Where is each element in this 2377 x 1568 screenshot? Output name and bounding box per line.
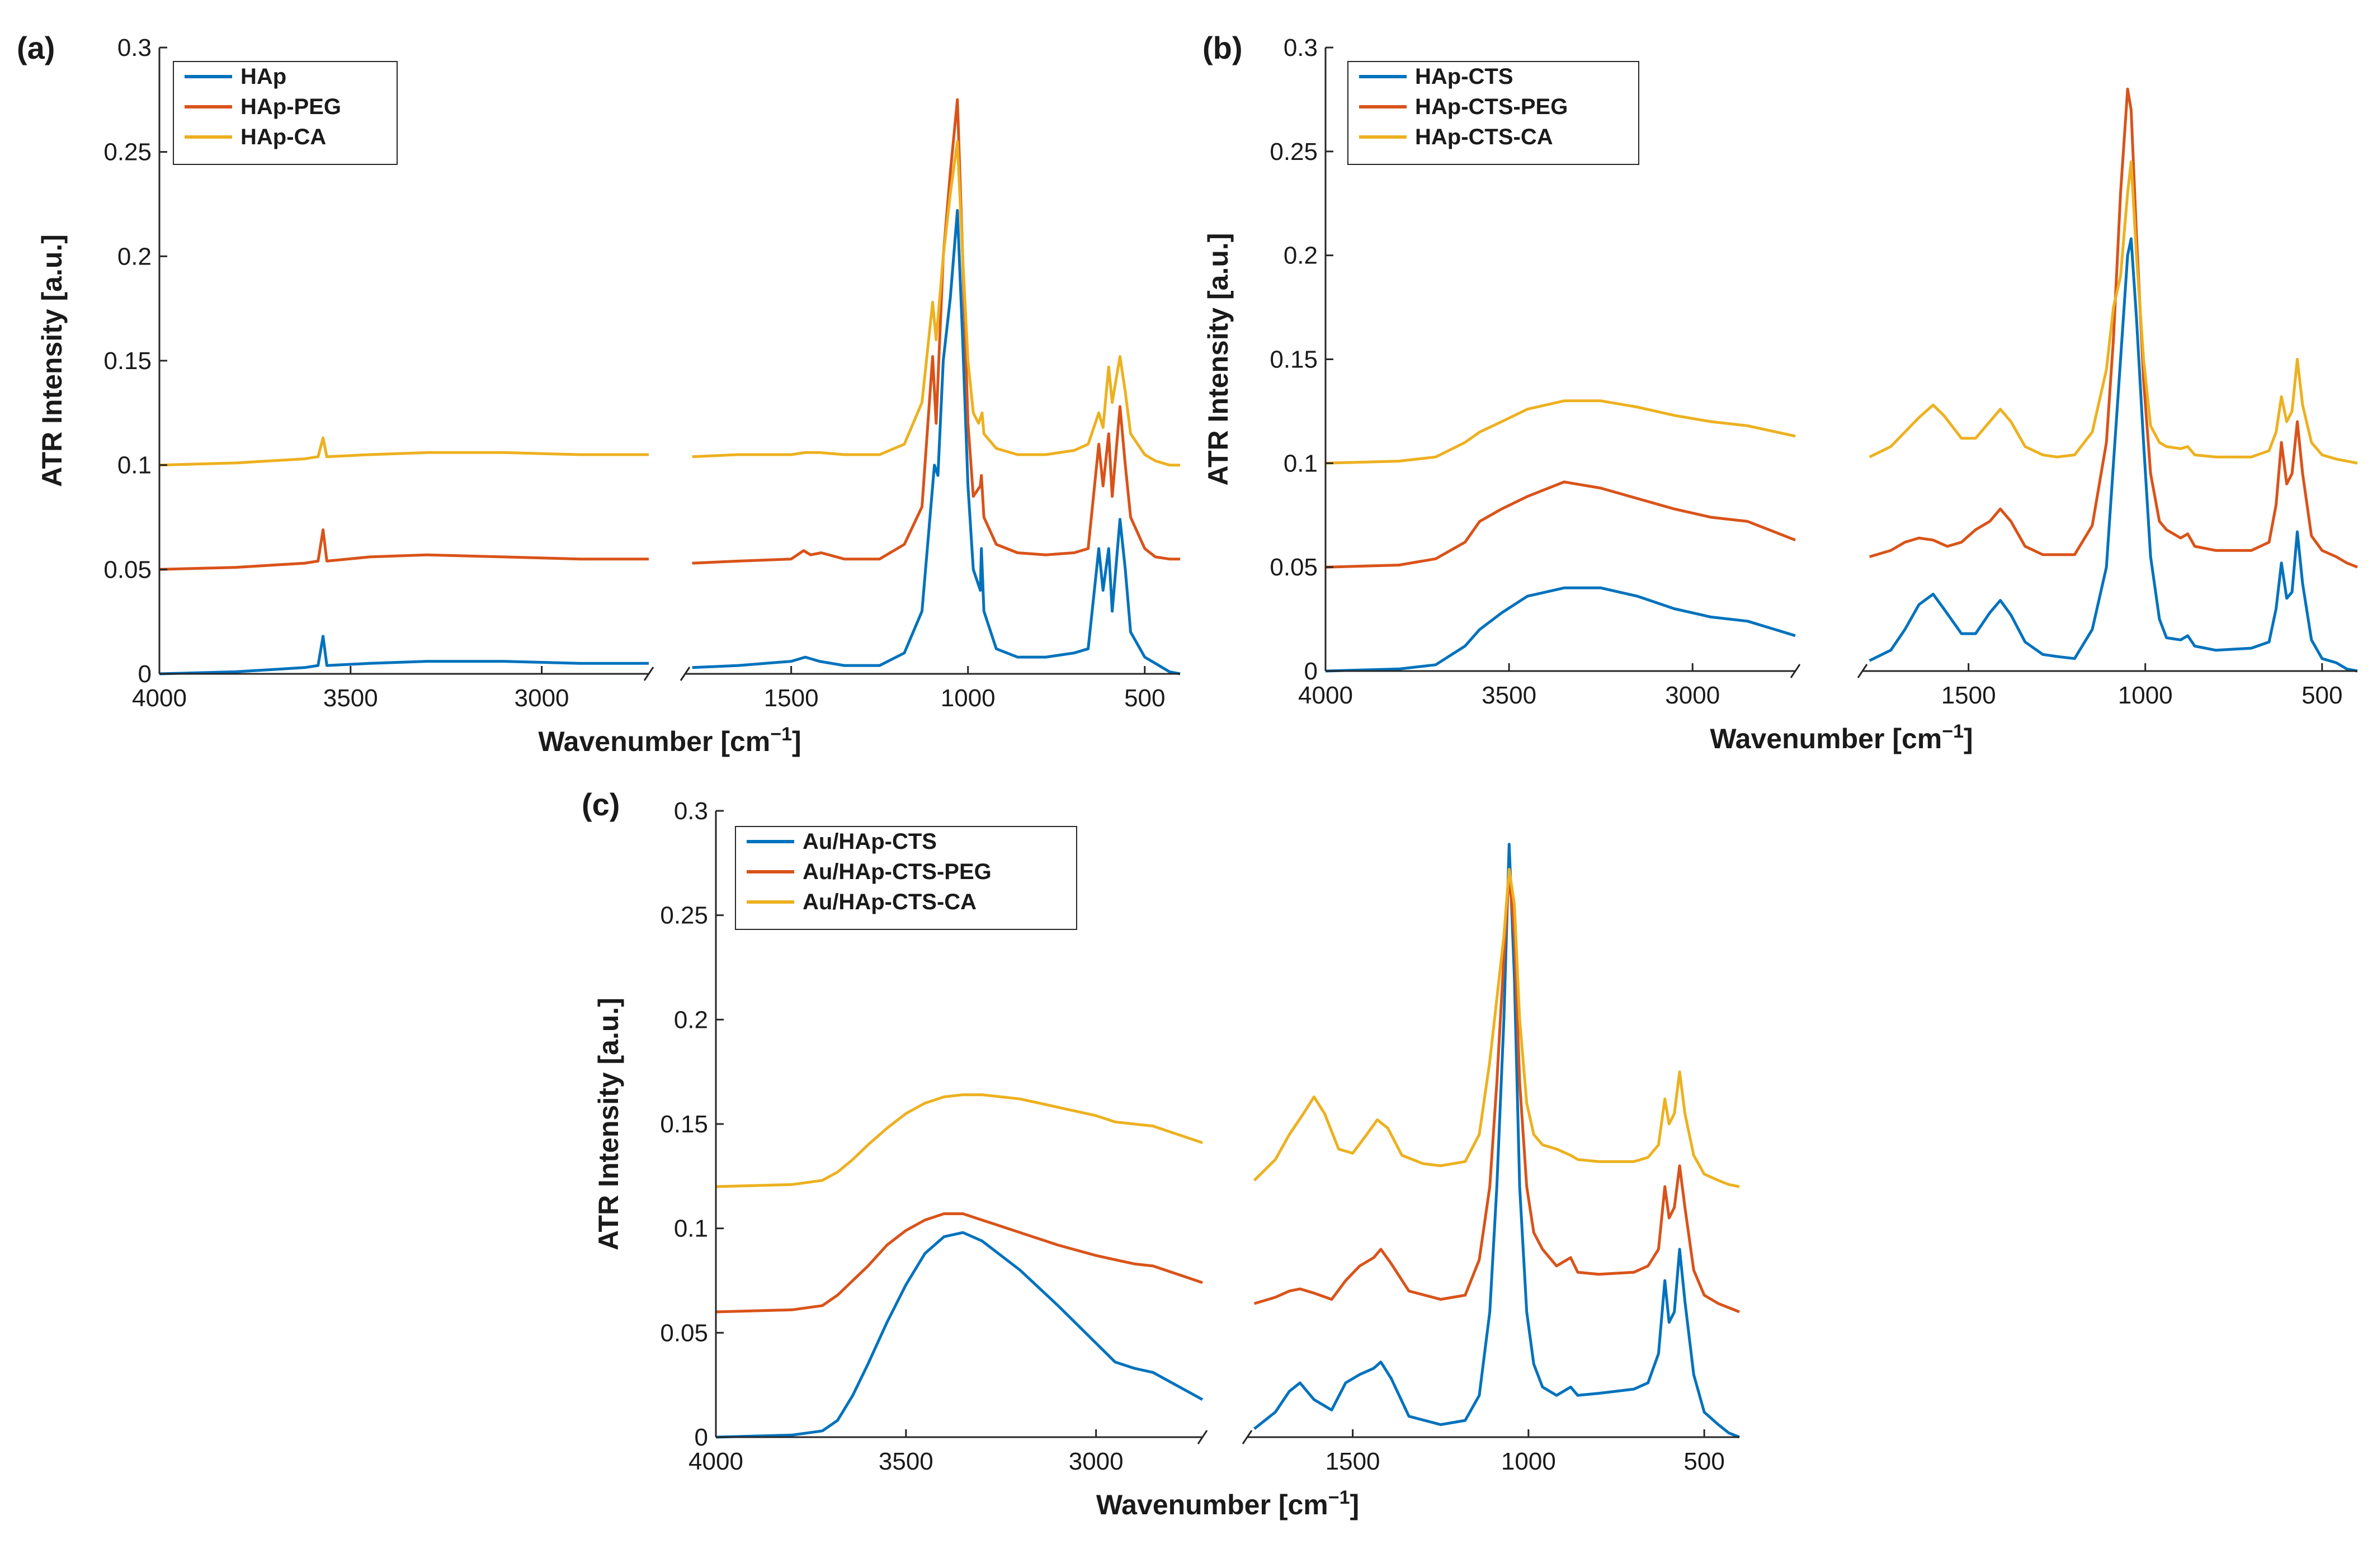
x-tick-label: 4000 — [132, 684, 187, 712]
x-tick-label: 3000 — [1665, 682, 1720, 709]
panel-label: (c) — [582, 787, 620, 822]
y-tick-label: 0.1 — [674, 1215, 708, 1243]
series-line-au-hap-cts-low — [1253, 843, 1740, 1439]
x-axis-title: Wavenumber [cm−1] — [1710, 721, 1973, 754]
x-tick-label: 1000 — [1501, 1448, 1556, 1475]
axis-break-mark — [1242, 1430, 1253, 1444]
x-tick-label: 1500 — [1326, 1448, 1380, 1475]
legend-label: HAp-CTS-CA — [1415, 125, 1553, 149]
series-line-hap-cts-low — [1869, 237, 2358, 673]
legend-label: HAp-CA — [240, 125, 326, 149]
x-tick-label: 1000 — [941, 684, 996, 712]
y-tick-label: 0 — [695, 1424, 708, 1451]
x-axis-title: Wavenumber [cm−1] — [538, 724, 801, 757]
y-tick-label: 0.05 — [1270, 554, 1318, 581]
series-line-au-hap-cts-ca-low — [1253, 868, 1740, 1188]
y-axis-title: ATR Intensity [a.u.] — [36, 234, 68, 487]
panel-c: (c) 0 0.05 0.1 0.15 0.2 0.25 0.3 4000 3500 3000 15… — [582, 787, 1740, 1520]
series-line-hap-high — [159, 635, 649, 676]
legend-box — [735, 826, 1077, 930]
legend-label: HAp — [240, 64, 286, 89]
legend-box — [1347, 61, 1639, 165]
x-axis-title: Wavenumber [cm−1] — [1096, 1487, 1359, 1520]
x-tick-label: 500 — [1683, 1448, 1724, 1475]
y-tick-label: 0.05 — [103, 556, 152, 583]
panel-a: (a) 0 0.05 0.1 0.15 0.2 0.25 0.3 4000 3500 3000 15… — [17, 30, 1181, 757]
series-line-au-hap-cts-peg-high — [715, 1212, 1203, 1314]
axis-break-mark — [680, 667, 691, 681]
x-tick-label: 4000 — [1298, 682, 1353, 709]
panel-label: (a) — [17, 30, 55, 65]
panel-label: (b) — [1202, 30, 1243, 65]
y-axis-title: ATR Intensity [a.u.] — [593, 998, 624, 1250]
x-tick-label: 3000 — [1069, 1448, 1124, 1475]
y-tick-label: 0.2 — [674, 1006, 708, 1033]
x-tick-label: 4000 — [688, 1448, 743, 1475]
y-tick-label: 0.05 — [660, 1319, 708, 1347]
y-tick-label: 0.3 — [117, 34, 152, 62]
y-tick-label: 0.15 — [103, 347, 152, 375]
legend-label: HAp-PEG — [240, 95, 341, 119]
series-line-au-hap-cts-ca-high — [715, 1093, 1203, 1188]
series-line-hap-ca-low — [692, 140, 1180, 467]
series-line-au-hap-cts-peg-low — [1253, 872, 1740, 1314]
y-tick-label: 0.15 — [660, 1111, 708, 1138]
series-line-hap-peg-low — [692, 98, 1180, 565]
axis-break-mark — [1857, 664, 1868, 678]
x-tick-label: 1000 — [2118, 682, 2173, 709]
y-tick-label: 0.15 — [1270, 346, 1318, 374]
series-line-hap-cts-ca-high — [1325, 399, 1796, 465]
x-tick-label: 500 — [1124, 684, 1165, 712]
series-line-hap-peg-high — [159, 528, 649, 571]
panel-b: (b) 0 0.05 0.1 0.15 0.2 0.25 0.3 4000 3500 3000 15… — [1202, 30, 2358, 754]
series-line-hap-cts-peg-high — [1325, 480, 1796, 569]
series-line-au-hap-cts-high — [715, 1231, 1204, 1439]
legend-box — [173, 61, 398, 165]
y-tick-label: 0.3 — [1284, 34, 1318, 62]
x-tick-label: 1500 — [1941, 682, 1996, 709]
series-line-hap-ca-high — [159, 436, 649, 467]
legend-label: HAp-CTS — [1415, 64, 1513, 89]
y-tick-label: 0.25 — [1270, 138, 1318, 166]
y-tick-label: 0.1 — [1284, 450, 1318, 477]
y-tick-label: 0 — [138, 660, 152, 688]
x-tick-label: 1500 — [764, 684, 819, 712]
y-axis-title: ATR Intensity [a.u.] — [1202, 233, 1234, 486]
y-tick-label: 0.2 — [1284, 242, 1318, 270]
legend-label: HAp-CTS-PEG — [1415, 95, 1568, 119]
axis-break-mark — [643, 667, 654, 681]
y-tick-label: 0 — [1304, 658, 1318, 685]
y-tick-label: 0.2 — [117, 243, 152, 270]
series-line-hap-cts-high — [1325, 586, 1796, 673]
legend-label: Au/HAp-CTS-CA — [803, 890, 977, 914]
x-tick-label: 3500 — [1482, 682, 1536, 709]
y-tick-label: 0.25 — [103, 139, 152, 166]
series-line-hap-low — [692, 209, 1181, 676]
axis-break-mark — [1197, 1430, 1208, 1444]
x-tick-label: 3500 — [879, 1448, 933, 1475]
legend-label: Au/HAp-CTS — [803, 829, 937, 854]
y-tick-label: 0.25 — [660, 902, 708, 929]
y-tick-label: 0.1 — [117, 452, 152, 479]
series-line-hap-cts-ca-low — [1869, 160, 2358, 465]
x-tick-label: 500 — [2301, 682, 2342, 709]
legend-label: Au/HAp-CTS-PEG — [803, 859, 992, 884]
x-tick-label: 3500 — [323, 684, 378, 712]
x-tick-label: 3000 — [515, 684, 569, 712]
y-tick-label: 0.3 — [674, 797, 708, 825]
axis-break-mark — [1790, 664, 1801, 678]
